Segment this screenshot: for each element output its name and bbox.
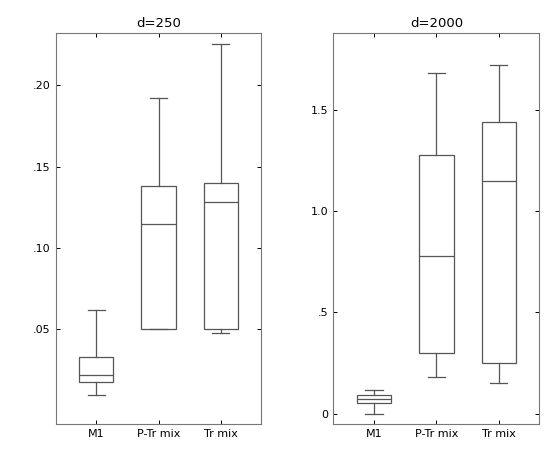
PathPatch shape xyxy=(481,122,516,363)
PathPatch shape xyxy=(79,357,113,382)
Title: d=2000: d=2000 xyxy=(410,17,463,31)
PathPatch shape xyxy=(357,395,391,403)
PathPatch shape xyxy=(141,186,176,329)
PathPatch shape xyxy=(419,154,454,353)
Title: d=250: d=250 xyxy=(136,17,181,31)
PathPatch shape xyxy=(203,183,238,329)
